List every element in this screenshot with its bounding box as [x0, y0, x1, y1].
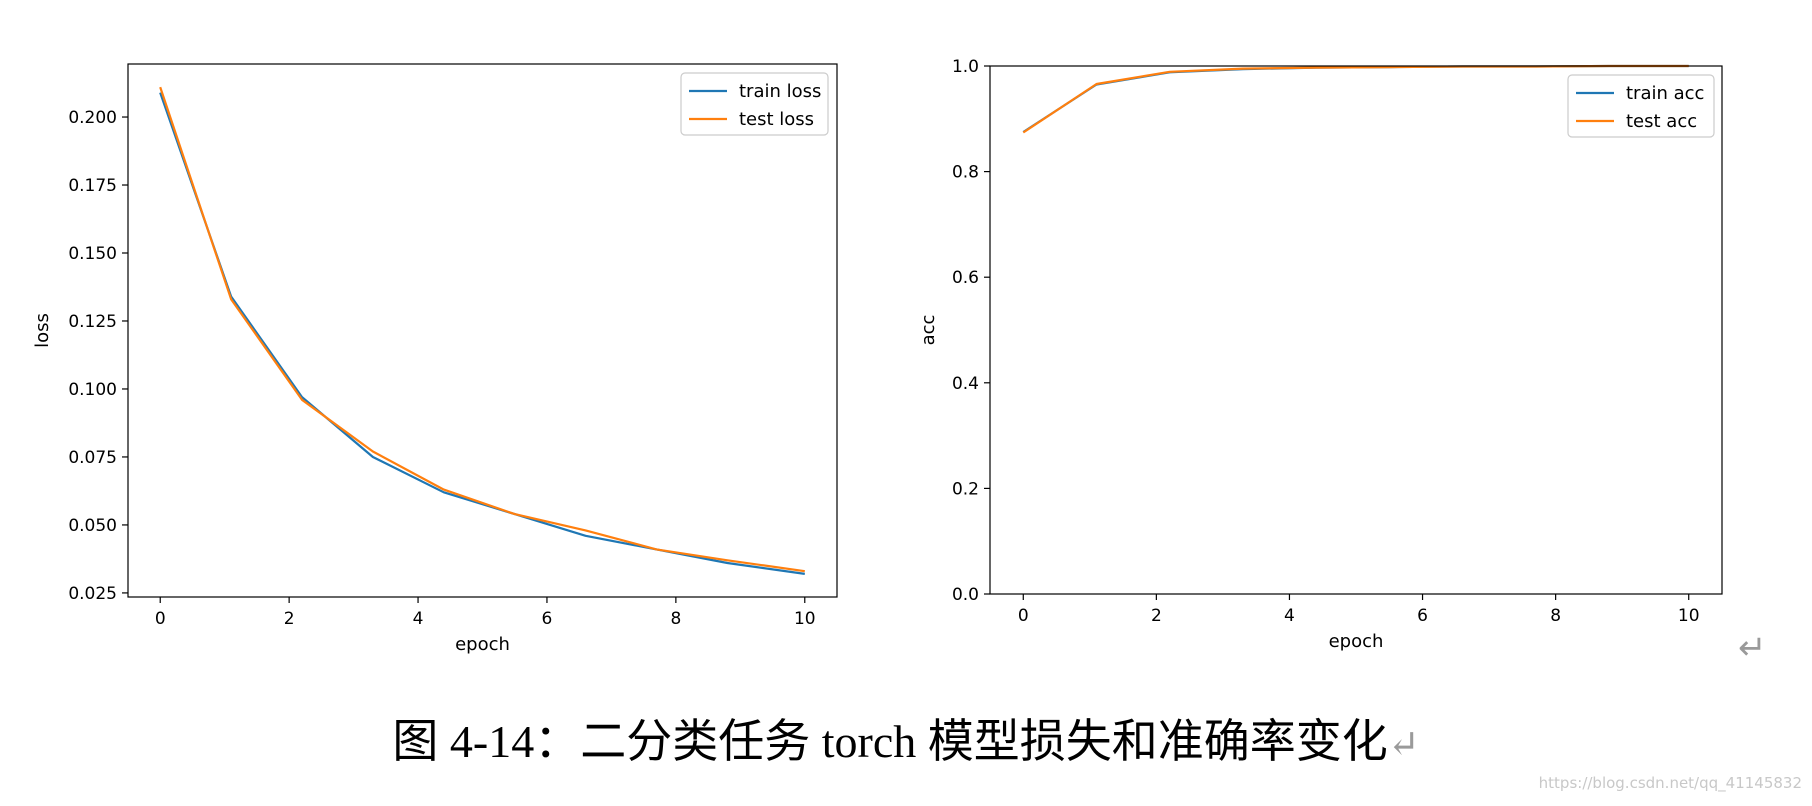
- x-tick-label: 8: [670, 609, 681, 629]
- y-tick-label: 0.150: [68, 244, 117, 264]
- figure-caption: 图 4-14：二分类任务 torch 模型损失和准确率变化↵: [0, 705, 1812, 771]
- y-axis-label: loss: [32, 313, 53, 348]
- y-tick-label: 0.4: [952, 374, 979, 394]
- legend-entry: train acc: [1626, 83, 1704, 104]
- y-tick-label: 0.025: [68, 584, 117, 604]
- chart-1: 0 2 4 6 8 10 0.025 0.050 0.075 0.100 0.125 0.150 0.1…: [32, 63, 838, 655]
- y-tick-label: 0.0: [952, 585, 979, 605]
- series-line-train-loss: [159, 92, 805, 575]
- caption-text: 图 4-14：二分类任务 torch 模型损失和准确率变化: [392, 716, 1388, 767]
- x-axis-label: epoch: [455, 634, 510, 655]
- x-tick-label: 6: [1417, 606, 1428, 626]
- y-tick-label: 1.0: [952, 57, 979, 77]
- y-tick-label: 0.125: [68, 312, 117, 332]
- x-tick-label: 4: [413, 609, 424, 629]
- y-tick-label: 0.100: [68, 380, 117, 400]
- x-tick-label: 2: [1151, 606, 1162, 626]
- y-tick-label: 0.8: [952, 163, 979, 183]
- y-tick-label: 0.200: [68, 108, 117, 128]
- y-tick-label: 0.075: [68, 448, 117, 468]
- legend-entry: train loss: [739, 81, 821, 102]
- caption-return-mark: ↵: [1387, 724, 1420, 766]
- y-tick-label: 0.6: [952, 268, 979, 288]
- x-tick-label: 6: [542, 609, 553, 629]
- plot-frame: [989, 65, 1723, 595]
- x-axis-label: epoch: [1329, 631, 1384, 652]
- x-tick-label: 10: [1678, 606, 1700, 626]
- y-tick-label: 0.050: [68, 516, 117, 536]
- legend: train loss test loss: [680, 72, 829, 136]
- x-tick-label: 0: [155, 609, 166, 629]
- chart-2: 0 2 4 6 8 10 0.0 0.2 0.4 0.6 0.8 1.0 epoch acc train a…: [918, 57, 1723, 652]
- watermark: https://blog.csdn.net/qq_41145832: [1538, 774, 1802, 792]
- y-tick-label: 0.175: [68, 176, 117, 196]
- x-tick-label: 4: [1284, 606, 1295, 626]
- x-tick-label: 2: [284, 609, 295, 629]
- plot-frame: [127, 63, 838, 598]
- legend-entry: test loss: [739, 109, 814, 130]
- x-tick-label: 8: [1550, 606, 1561, 626]
- y-axis-label: acc: [918, 315, 939, 346]
- y-tick-label: 0.2: [952, 479, 979, 499]
- x-tick-label: 10: [794, 609, 816, 629]
- series-line-test-loss: [159, 86, 805, 573]
- paragraph-mark: ↵: [1738, 628, 1767, 668]
- x-tick-label: 0: [1018, 606, 1029, 626]
- legend: train acc test acc: [1567, 74, 1715, 138]
- legend-entry: test acc: [1626, 111, 1697, 132]
